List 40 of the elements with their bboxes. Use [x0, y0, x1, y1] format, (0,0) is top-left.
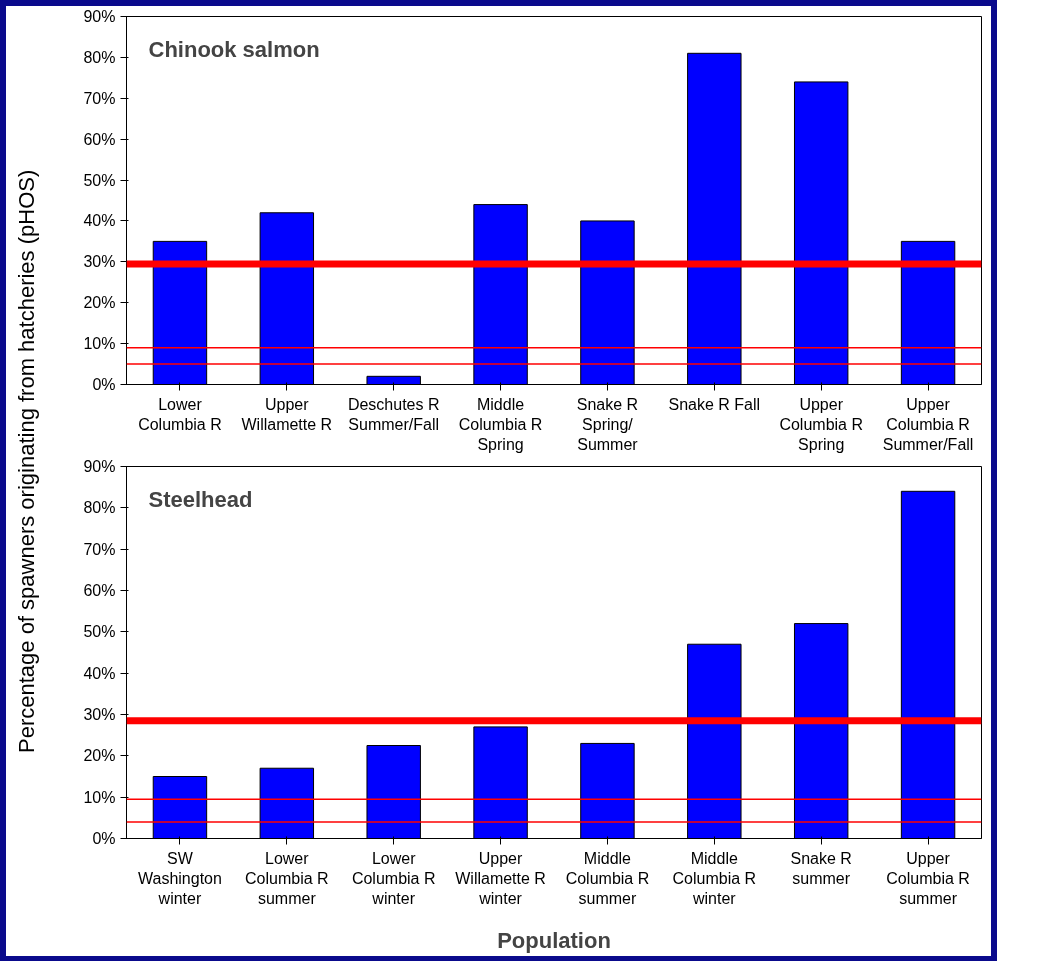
- y-axis-title: Percentage of spawners originating from hatcheries (pHOS): [13, 169, 40, 753]
- x-tick-label: Deschutes R Summer/Fall: [347, 395, 440, 433]
- x-tick-label: Snake R Spring/ Summer: [576, 395, 639, 454]
- y-tick-label: 10%: [83, 335, 116, 353]
- y-tick-label: 80%: [83, 48, 116, 66]
- x-tick-label: Lower Columbia R summer: [245, 849, 329, 908]
- x-tick-label: Snake R Fall: [668, 395, 761, 413]
- x-tick-label: Snake R summer: [790, 849, 852, 887]
- x-tick-label: Upper Columbia R Summer/Fall: [882, 395, 974, 454]
- y-tick-label: 20%: [83, 747, 116, 765]
- y-tick-label: 30%: [83, 253, 116, 271]
- y-tick-label: 80%: [83, 499, 116, 517]
- y-tick-label: 90%: [83, 458, 116, 475]
- x-tick-label: Upper Columbia R Spring: [779, 395, 863, 454]
- y-tick-label: 40%: [83, 212, 116, 230]
- y-tick-label: 50%: [83, 171, 116, 189]
- y-tick-label: 40%: [83, 664, 116, 682]
- y-tick-label: 0%: [92, 830, 116, 847]
- y-tick-label: 0%: [92, 376, 116, 393]
- y-tick-label: 50%: [83, 623, 116, 641]
- x-tick-label: Middle Columbia R winter: [672, 849, 757, 908]
- text: Steelhead: [148, 486, 253, 512]
- x-tick-label: Middle Columbia R summer: [565, 849, 650, 908]
- x-tick-label: Lower Columbia R winter: [351, 849, 436, 908]
- x-tick-label: Middle Columbia R Spring: [458, 395, 543, 454]
- text: Chinook salmon: [148, 36, 320, 62]
- x-axis-title: Population: [497, 928, 611, 954]
- y-tick-label: 70%: [83, 540, 116, 558]
- x-tick-label: Lower Columbia R: [138, 395, 222, 433]
- y-tick-label: 20%: [83, 294, 116, 312]
- y-tick-label: 60%: [83, 130, 116, 148]
- x-tick-label: Upper Willamette R: [241, 395, 333, 433]
- x-tick-label: Upper Willamette R winter: [455, 849, 546, 908]
- y-tick-label: 90%: [83, 8, 116, 25]
- x-tick-label: SW Washington winter: [137, 849, 222, 908]
- y-tick-label: 30%: [83, 706, 116, 723]
- y-tick-label: 10%: [83, 788, 116, 806]
- x-tick-label: Upper Columbia R summer: [886, 849, 970, 908]
- y-tick-label: 70%: [83, 89, 116, 107]
- y-tick-label: 60%: [83, 582, 116, 599]
